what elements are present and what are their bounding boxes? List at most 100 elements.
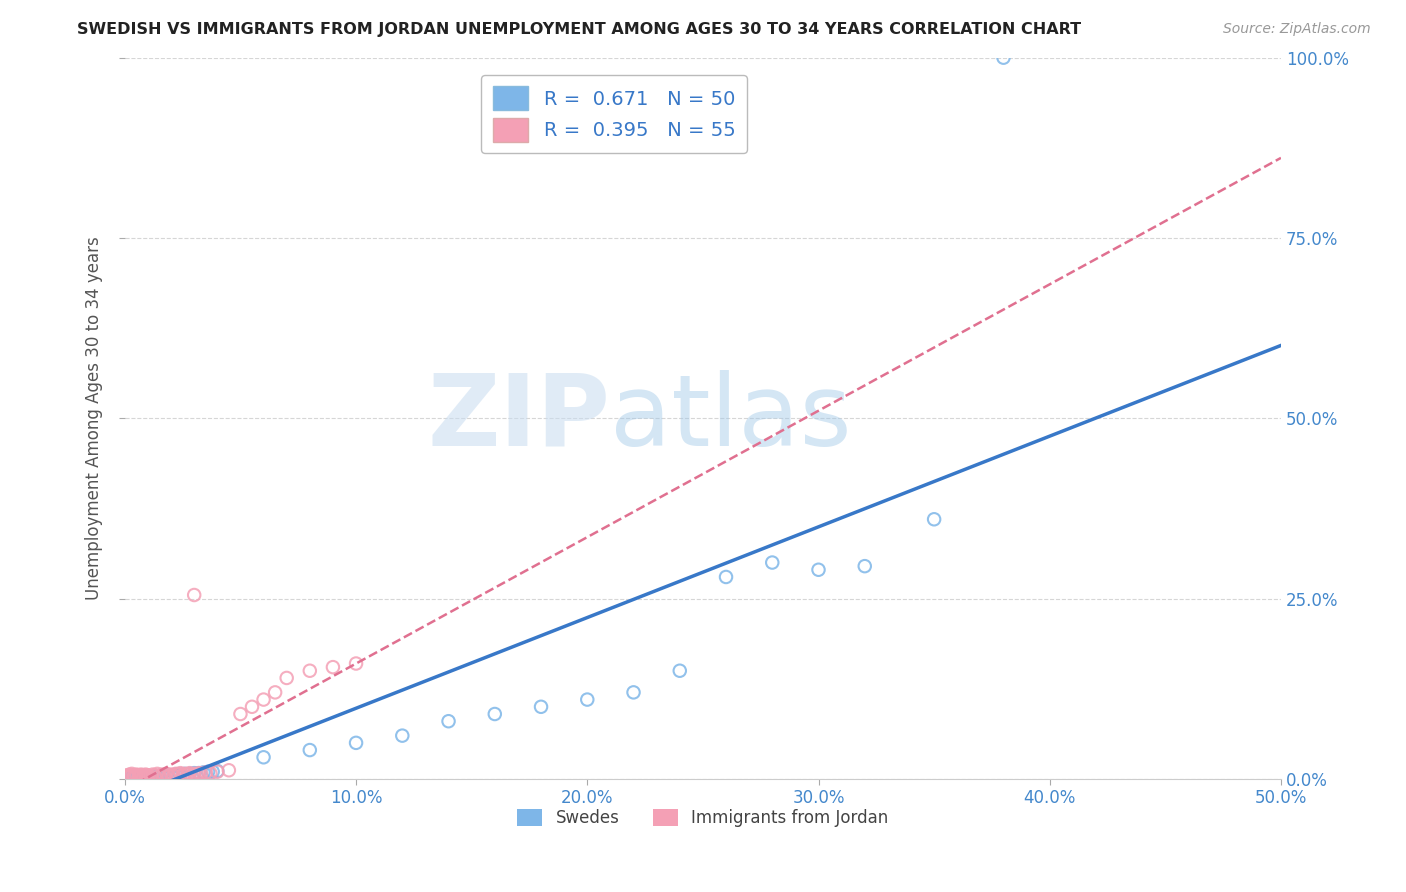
Point <box>183 767 205 781</box>
Point <box>165 767 187 781</box>
Point <box>136 770 159 784</box>
Point <box>125 767 148 781</box>
Point <box>142 769 165 783</box>
Point <box>240 699 263 714</box>
Point <box>132 770 155 784</box>
Point <box>187 766 209 780</box>
Point <box>115 771 138 785</box>
Point <box>129 769 152 783</box>
Point <box>146 767 169 781</box>
Point <box>135 770 157 784</box>
Point <box>150 768 173 782</box>
Point <box>165 767 187 781</box>
Point <box>207 764 229 779</box>
Point <box>186 767 208 781</box>
Point <box>174 767 197 781</box>
Point <box>530 699 553 714</box>
Point <box>176 767 198 781</box>
Point <box>201 764 224 779</box>
Point <box>135 769 157 783</box>
Point <box>264 685 287 699</box>
Point <box>125 769 148 783</box>
Point <box>180 768 202 782</box>
Point <box>121 769 143 783</box>
Point <box>179 767 201 781</box>
Point <box>668 664 690 678</box>
Point <box>118 770 141 784</box>
Point <box>157 769 180 783</box>
Point <box>714 570 737 584</box>
Point <box>115 768 138 782</box>
Point <box>146 769 169 783</box>
Point <box>125 769 148 783</box>
Point <box>174 767 197 781</box>
Point <box>183 766 205 780</box>
Point <box>761 556 783 570</box>
Point <box>276 671 298 685</box>
Point <box>167 767 190 781</box>
Point <box>298 664 321 678</box>
Point <box>183 588 205 602</box>
Point <box>169 766 191 780</box>
Point <box>193 765 215 780</box>
Point <box>162 768 184 782</box>
Point <box>128 768 150 782</box>
Point <box>993 51 1015 65</box>
Point <box>922 512 945 526</box>
Point <box>190 767 212 781</box>
Point <box>118 771 141 785</box>
Text: ZIP: ZIP <box>427 370 610 467</box>
Point <box>136 769 159 783</box>
Point <box>172 768 194 782</box>
Point <box>128 770 150 784</box>
Point <box>623 685 645 699</box>
Point <box>252 750 274 764</box>
Y-axis label: Unemployment Among Ages 30 to 34 years: Unemployment Among Ages 30 to 34 years <box>86 236 103 600</box>
Point <box>136 768 159 782</box>
Point <box>122 770 145 784</box>
Point <box>129 771 152 785</box>
Point <box>218 764 240 778</box>
Point <box>155 767 177 781</box>
Point <box>197 764 219 779</box>
Point <box>135 767 157 781</box>
Point <box>484 706 506 721</box>
Point <box>139 769 162 783</box>
Legend: Swedes, Immigrants from Jordan: Swedes, Immigrants from Jordan <box>509 801 897 836</box>
Point <box>132 768 155 782</box>
Point <box>344 736 367 750</box>
Point <box>853 559 876 574</box>
Point <box>139 770 162 784</box>
Point <box>576 692 599 706</box>
Point <box>143 770 166 784</box>
Text: Source: ZipAtlas.com: Source: ZipAtlas.com <box>1223 22 1371 37</box>
Point <box>122 770 145 784</box>
Point <box>207 764 229 778</box>
Point <box>179 766 201 780</box>
Point <box>344 657 367 671</box>
Point <box>118 767 141 781</box>
Point <box>142 767 165 781</box>
Point <box>121 769 143 783</box>
Text: SWEDISH VS IMMIGRANTS FROM JORDAN UNEMPLOYMENT AMONG AGES 30 TO 34 YEARS CORRELA: SWEDISH VS IMMIGRANTS FROM JORDAN UNEMPL… <box>77 22 1081 37</box>
Point <box>125 771 148 785</box>
Point <box>160 767 183 781</box>
Point <box>298 743 321 757</box>
Point <box>148 769 170 783</box>
Point <box>169 767 191 781</box>
Point <box>122 770 145 784</box>
Point <box>121 771 143 785</box>
Point <box>143 768 166 782</box>
Point <box>322 660 344 674</box>
Point <box>148 769 170 783</box>
Point <box>252 692 274 706</box>
Point <box>437 714 460 729</box>
Point <box>115 770 138 784</box>
Point <box>128 770 150 784</box>
Point <box>229 706 252 721</box>
Point <box>160 768 183 782</box>
Point <box>153 768 176 782</box>
Text: atlas: atlas <box>610 370 852 467</box>
Point <box>200 766 222 780</box>
Point <box>129 767 152 781</box>
